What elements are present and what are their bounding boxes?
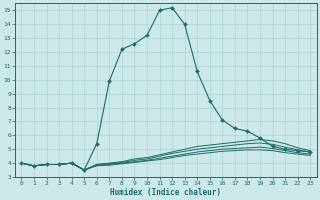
X-axis label: Humidex (Indice chaleur): Humidex (Indice chaleur) <box>110 188 221 197</box>
